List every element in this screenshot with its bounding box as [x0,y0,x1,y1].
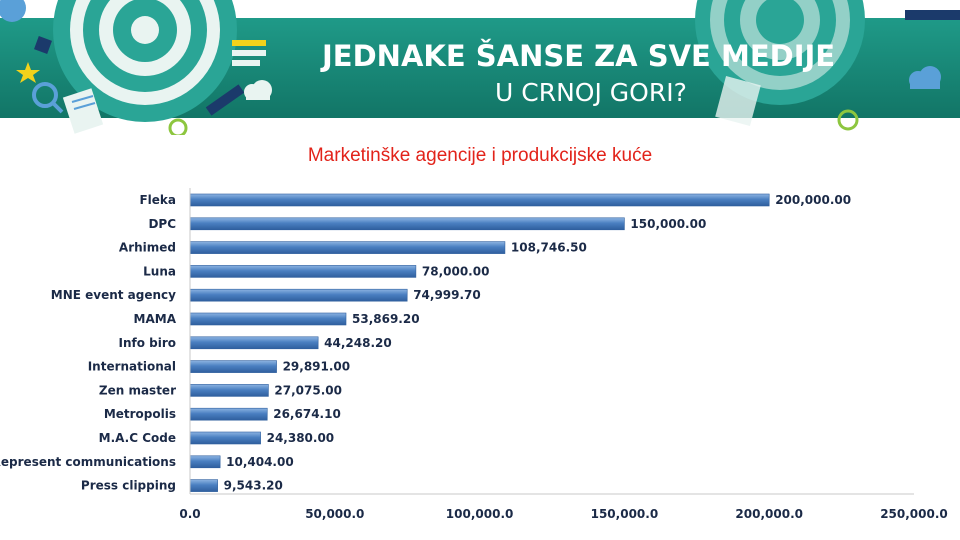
category-label: Luna [143,264,176,278]
banner-graphic: JEDNAKE ŠANSE ZA SVE MEDIJE U CRNOJ GORI… [0,0,960,135]
target-icon [53,0,237,122]
bar-6 [189,336,319,350]
value-label: 26,674.10 [273,407,341,421]
banner-title: JEDNAKE ŠANSE ZA SVE MEDIJE [320,39,835,73]
pencil-icon [205,84,245,116]
category-label: Fleka [139,193,176,207]
x-tick-label: 0.0 [179,507,200,521]
category-label: Press clipping [81,479,176,493]
chart-title: Marketinške agencije i produkcijske kuće [307,145,653,166]
bar-2 [189,241,506,254]
value-label: 108,746.50 [511,241,587,255]
document-icon-right [715,76,761,126]
x-tick-label: 200,000.0 [735,507,803,521]
gear-icon [168,118,188,135]
category-label: Metropolis [104,407,176,421]
category-label: International [88,360,176,374]
value-label: 10,404.00 [226,455,294,469]
magnifier-icon [32,82,64,114]
cloud-icon-right [909,66,941,89]
value-label: 24,380.00 [267,431,335,445]
bar-11 [189,455,221,469]
category-label: DPC [148,217,176,231]
category-label: MNE event agency [51,288,176,302]
star-icon [16,62,40,83]
bar-5 [189,312,347,326]
value-label: 200,000.00 [775,193,851,207]
bars-group [189,193,770,492]
target-icon-right [695,0,865,105]
category-label: Zen master [99,383,176,397]
value-label: 29,891.00 [283,360,351,374]
value-labels: 200,000.00 150,000.00 108,746.50 78,000.00 7… [224,193,851,493]
x-tick-label: 100,000.0 [446,507,514,521]
x-tick-label: 150,000.0 [591,507,659,521]
bar-3 [189,265,417,278]
value-label: 44,248.20 [324,336,392,350]
category-label: Represent communications [0,455,176,469]
value-label: 27,075.00 [274,383,342,397]
gear-icon-right [837,109,859,131]
bar-4 [189,288,408,302]
wifi-icon [232,40,266,66]
bar-10 [189,431,261,445]
value-label: 9,543.20 [224,479,283,493]
bar-8 [189,384,269,397]
bar-7 [189,360,277,373]
value-label: 78,000.00 [422,264,490,278]
category-label: MAMA [134,312,177,326]
x-tick-label: 250,000.0 [880,507,948,521]
dot-icon [0,0,26,22]
value-label: 74,999.70 [413,288,481,302]
bar-12 [189,479,218,492]
cube-icon [34,36,52,54]
bar-9 [189,407,268,421]
cloud-icon [244,80,272,100]
value-label: 53,869.20 [352,312,420,326]
category-label: Info biro [118,336,176,350]
x-tick-label: 50,000.0 [305,507,364,521]
value-label: 150,000.00 [630,217,706,231]
category-labels: Fleka DPC Arhimed Luna MNE event agency MAMA I… [0,193,177,493]
pencil-icon-right [905,10,960,20]
category-label: M.A.C Code [99,431,176,445]
bar-1 [189,217,625,231]
category-label: Arhimed [119,241,176,255]
bar-0 [189,193,770,207]
banner-subtitle: U CRNOJ GORI? [495,78,687,107]
header-banner: JEDNAKE ŠANSE ZA SVE MEDIJE U CRNOJ GORI… [0,0,960,135]
x-axis: 0.0 50,000.0 100,000.0 150,000.0 200,000.0 25… [179,188,948,521]
document-icon [62,88,104,134]
